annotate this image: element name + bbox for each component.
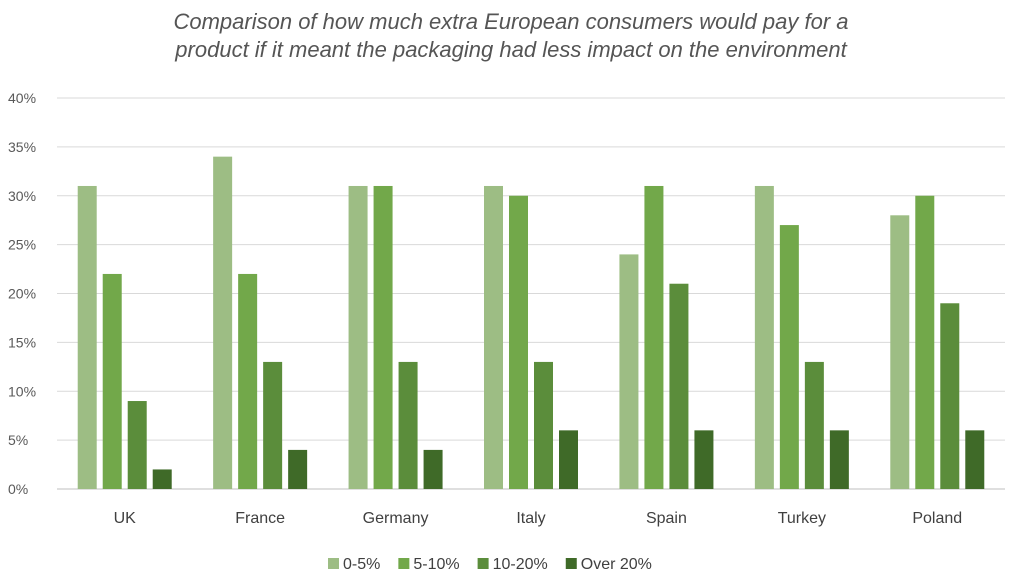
bar-spain-1 (644, 185, 664, 489)
bar-poland-3 (965, 430, 985, 489)
bar-germany-2 (398, 361, 418, 489)
bar-turkey-1 (779, 225, 799, 489)
y-tick-label: 35% (8, 139, 36, 155)
bar-uk-0 (77, 185, 97, 489)
bar-germany-0 (348, 185, 368, 489)
x-tick-label: Turkey (778, 510, 826, 527)
bar-italy-0 (484, 185, 503, 489)
bar-france-1 (238, 273, 258, 489)
bar-germany-3 (423, 449, 443, 489)
y-tick-label: 15% (8, 334, 36, 350)
bar-poland-0 (890, 215, 910, 490)
y-tick-label: 30% (8, 188, 36, 204)
x-tick-label: Poland (912, 510, 962, 527)
bar-turkey-2 (804, 361, 824, 489)
legend-swatch (565, 558, 577, 569)
bar-france-2 (263, 361, 283, 489)
y-tick-label: 40% (8, 90, 36, 106)
x-tick-label: Spain (646, 510, 687, 527)
y-tick-label: 25% (8, 237, 36, 253)
chart-title-line-2: product if it meant the packaging had le… (175, 37, 847, 62)
x-tick-label: Italy (516, 510, 545, 527)
y-tick-label: 20% (8, 286, 36, 302)
bar-poland-2 (940, 303, 960, 489)
y-tick-label: 0% (8, 481, 28, 497)
bar-spain-2 (669, 283, 689, 489)
y-tick-label: 10% (8, 383, 36, 399)
legend-swatch (477, 558, 489, 569)
bar-france-0 (213, 156, 233, 489)
bar-turkey-0 (754, 185, 774, 489)
legend-label: 10-20% (493, 556, 548, 573)
bar-spain-3 (694, 430, 714, 489)
bar-uk-1 (102, 273, 122, 489)
bar-germany-1 (373, 185, 393, 489)
bar-uk-2 (127, 401, 147, 489)
bar-spain-0 (619, 254, 639, 489)
legend-swatch (328, 558, 339, 569)
bar-italy-3 (559, 430, 578, 489)
bar-italy-2 (534, 361, 553, 489)
legend-label: Over 20% (581, 556, 652, 573)
legend-label: 0-5% (343, 556, 380, 573)
bar-turkey-3 (829, 430, 849, 489)
bar-france-3 (288, 449, 308, 489)
bar-italy-1 (509, 195, 528, 489)
chart-title: Comparison of how much extra European co… (0, 8, 1022, 64)
chart-title-line-1: Comparison of how much extra European co… (173, 9, 849, 34)
x-tick-label: France (235, 510, 285, 527)
x-tick-label: UK (114, 510, 137, 527)
x-tick-label: Germany (363, 510, 429, 527)
legend-swatch (398, 558, 410, 569)
legend-label: 5-10% (413, 556, 459, 573)
bar-uk-3 (152, 469, 172, 489)
bar-poland-1 (915, 195, 935, 489)
y-tick-label: 5% (8, 432, 28, 448)
